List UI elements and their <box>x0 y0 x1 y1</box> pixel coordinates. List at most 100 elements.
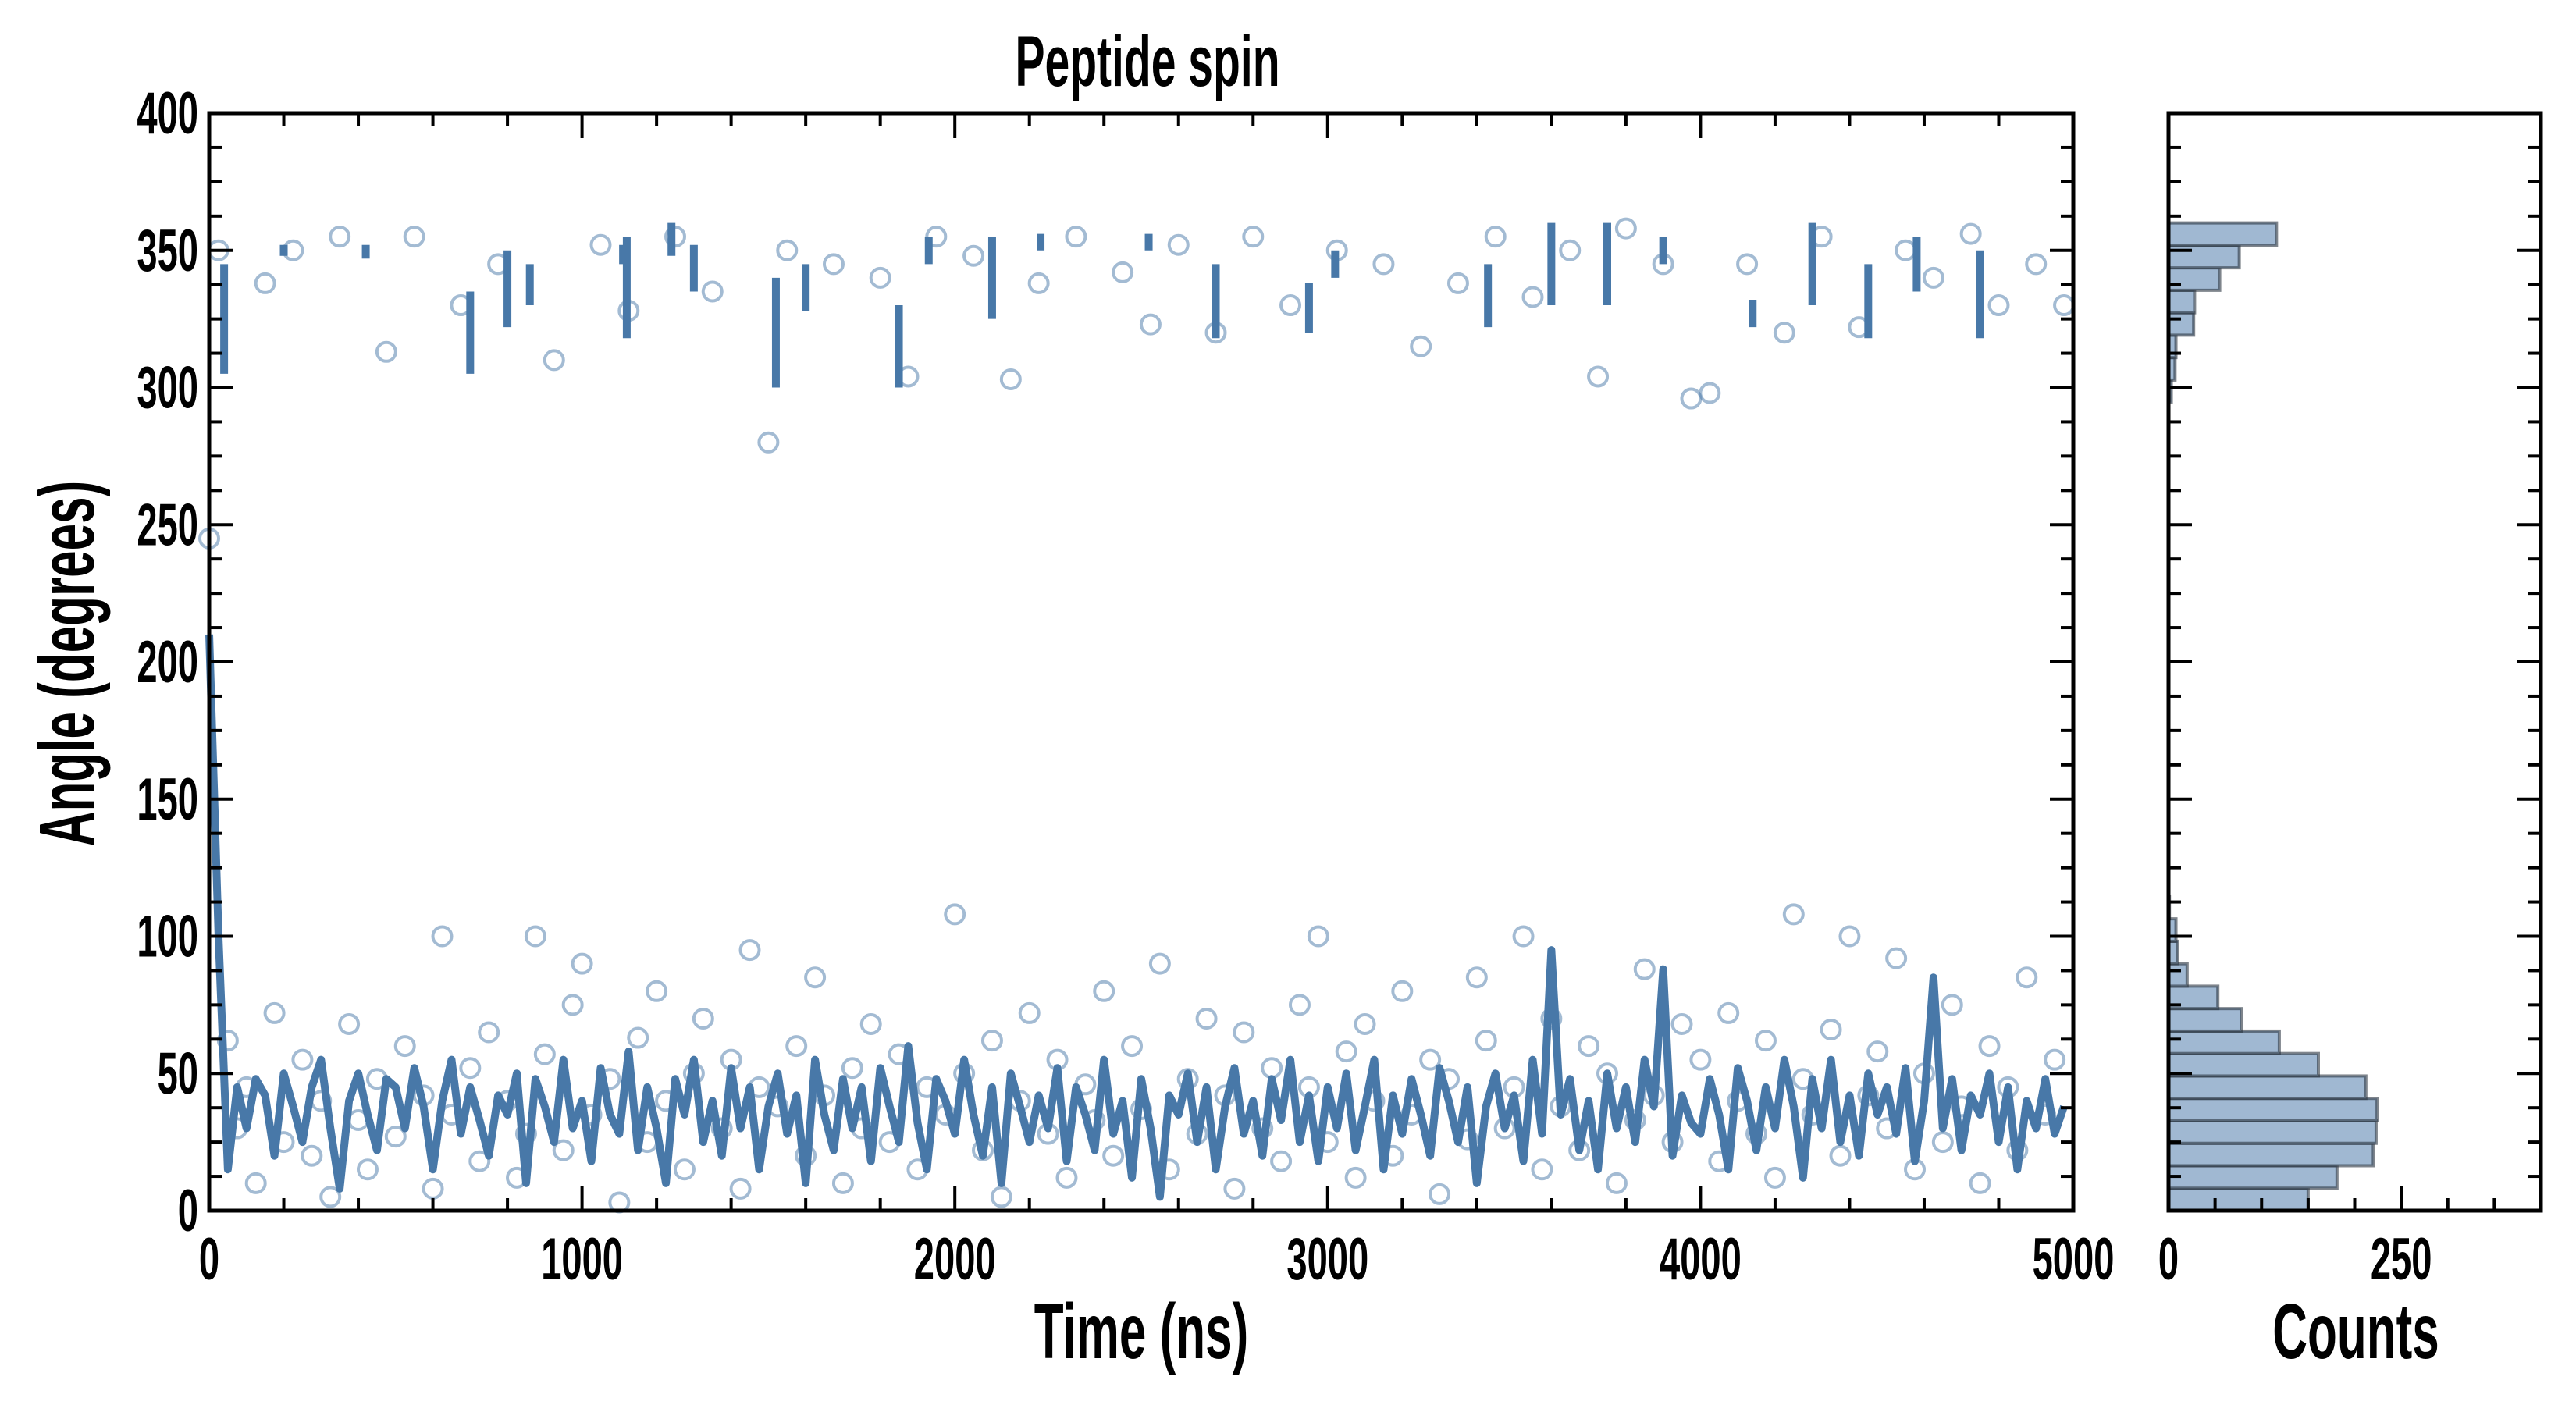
scatter-point <box>831 1172 854 1194</box>
y-tick-label: 50 <box>158 1041 198 1107</box>
scatter-point <box>841 1057 863 1080</box>
scatter-point <box>1121 1035 1144 1058</box>
y-tick-label: 0 <box>178 1179 198 1244</box>
main-plot-frame <box>207 111 2076 1213</box>
y-tick-label: 400 <box>137 81 198 147</box>
x-tick-label: 2000 <box>914 1227 996 1293</box>
histogram-bar <box>2167 1097 2379 1122</box>
scatter-point <box>1446 272 1469 294</box>
histogram-bar <box>2167 266 2222 292</box>
scatter-point <box>1139 313 1162 336</box>
scatter-point <box>403 226 425 248</box>
scatter-point <box>962 244 985 267</box>
scatter-point <box>552 1139 575 1161</box>
scatter-point <box>1820 1019 1842 1041</box>
scatter-point <box>1689 1048 1712 1071</box>
scatter-point <box>422 1177 444 1200</box>
chart-title: Peptide spin <box>1015 22 1279 101</box>
scatter-point <box>524 925 546 948</box>
histogram-bar <box>2167 311 2196 337</box>
scatter-point <box>1307 925 1329 948</box>
scatter-point <box>1354 1012 1376 1035</box>
scatter-point <box>1782 903 1805 926</box>
smoothed-line <box>205 222 2068 1201</box>
scatter-point <box>757 431 780 454</box>
scatter-point <box>1372 253 1395 276</box>
scatter-point <box>673 1158 696 1181</box>
scatter-point <box>2044 1048 2066 1071</box>
histogram-bar <box>2167 1119 2378 1145</box>
scatter-point <box>1242 226 1265 248</box>
scatter-point <box>1335 1040 1357 1063</box>
x-tick-label: 3000 <box>1286 1227 1368 1293</box>
main-axis-ticks <box>208 112 2075 1212</box>
scatter-point <box>375 340 397 363</box>
x-tick-label: 1000 <box>541 1227 623 1293</box>
scatter-point <box>478 1021 500 1044</box>
y-axis-label: Angle (degrees) <box>23 481 111 846</box>
scatter-point <box>1614 217 1637 240</box>
time-series-plot: 0 1000 2000 3000 4000 5000 0 50 100 150 200 250 300 3… <box>137 81 2114 1293</box>
scatter-point <box>2053 294 2076 317</box>
scatter-point <box>384 1126 407 1148</box>
scatter-point <box>1838 925 1861 948</box>
scatter-point <box>1531 1158 1553 1181</box>
x-axis-label: Time (ns) <box>1034 1288 1248 1375</box>
scatter-point <box>822 253 845 276</box>
histogram-bars <box>2167 221 2379 1212</box>
scatter-point <box>1773 322 1795 344</box>
scatter-point <box>804 966 827 989</box>
scatter-point <box>1578 1035 1600 1058</box>
scatter-point <box>459 1057 482 1080</box>
histogram-x-axis-label: Counts <box>2272 1288 2439 1375</box>
scatter-points <box>198 217 2076 1214</box>
scatter-point <box>776 239 799 261</box>
scatter-point <box>1895 239 1917 261</box>
scatter-point <box>1261 1057 1283 1080</box>
scatter-point <box>1670 1012 1693 1035</box>
hist-x-tick-label: 250 <box>2371 1227 2432 1293</box>
scatter-point <box>1065 226 1087 248</box>
histogram-bar <box>2167 1141 2375 1168</box>
histogram-bar <box>2167 1164 2339 1190</box>
scatter-point <box>1484 226 1507 248</box>
histogram-bar <box>2167 962 2189 988</box>
scatter-point <box>1223 1177 1246 1200</box>
scatter-point <box>1475 1030 1497 1052</box>
scatter-point <box>1969 1172 1991 1194</box>
scatter-point <box>1987 294 2010 317</box>
x-tick-label: 4000 <box>1660 1227 1742 1293</box>
main-tick-labels: 0 1000 2000 3000 4000 5000 0 50 100 150 200 250 300 3… <box>137 81 2114 1293</box>
scatter-point <box>301 1144 323 1167</box>
scatter-point <box>1736 253 1759 276</box>
scatter-point <box>1866 1040 1889 1063</box>
scatter-point <box>1605 1172 1628 1194</box>
scatter-point <box>2016 966 2038 989</box>
scatter-point <box>1699 382 1721 404</box>
histogram-bar <box>2167 288 2197 315</box>
scatter-point <box>980 1030 1003 1052</box>
scatter-point <box>1941 994 1963 1016</box>
scatter-point <box>1167 233 1190 256</box>
scatter-point <box>1521 286 1544 308</box>
histogram-axis-ticks <box>2167 112 2542 1212</box>
scatter-point <box>1410 335 1432 357</box>
scatter-point <box>1754 1030 1777 1052</box>
scatter-point <box>990 1186 1012 1208</box>
scatter-point <box>1027 272 1050 294</box>
y-tick-label: 350 <box>137 218 198 283</box>
scatter-point <box>571 952 593 975</box>
scatter-point <box>1391 980 1414 1002</box>
scatter-point <box>701 280 724 303</box>
histogram-bar <box>2167 244 2241 270</box>
scatter-point <box>1633 958 1656 980</box>
scatter-point <box>1465 966 1488 989</box>
scatter-point <box>1419 1048 1442 1071</box>
scatter-point <box>869 266 891 289</box>
scatter-point <box>1288 994 1311 1016</box>
scatter-point <box>1195 1007 1218 1030</box>
y-tick-label: 100 <box>137 904 198 969</box>
histogram-bar <box>2167 1029 2281 1055</box>
scatter-point <box>1922 266 1944 289</box>
